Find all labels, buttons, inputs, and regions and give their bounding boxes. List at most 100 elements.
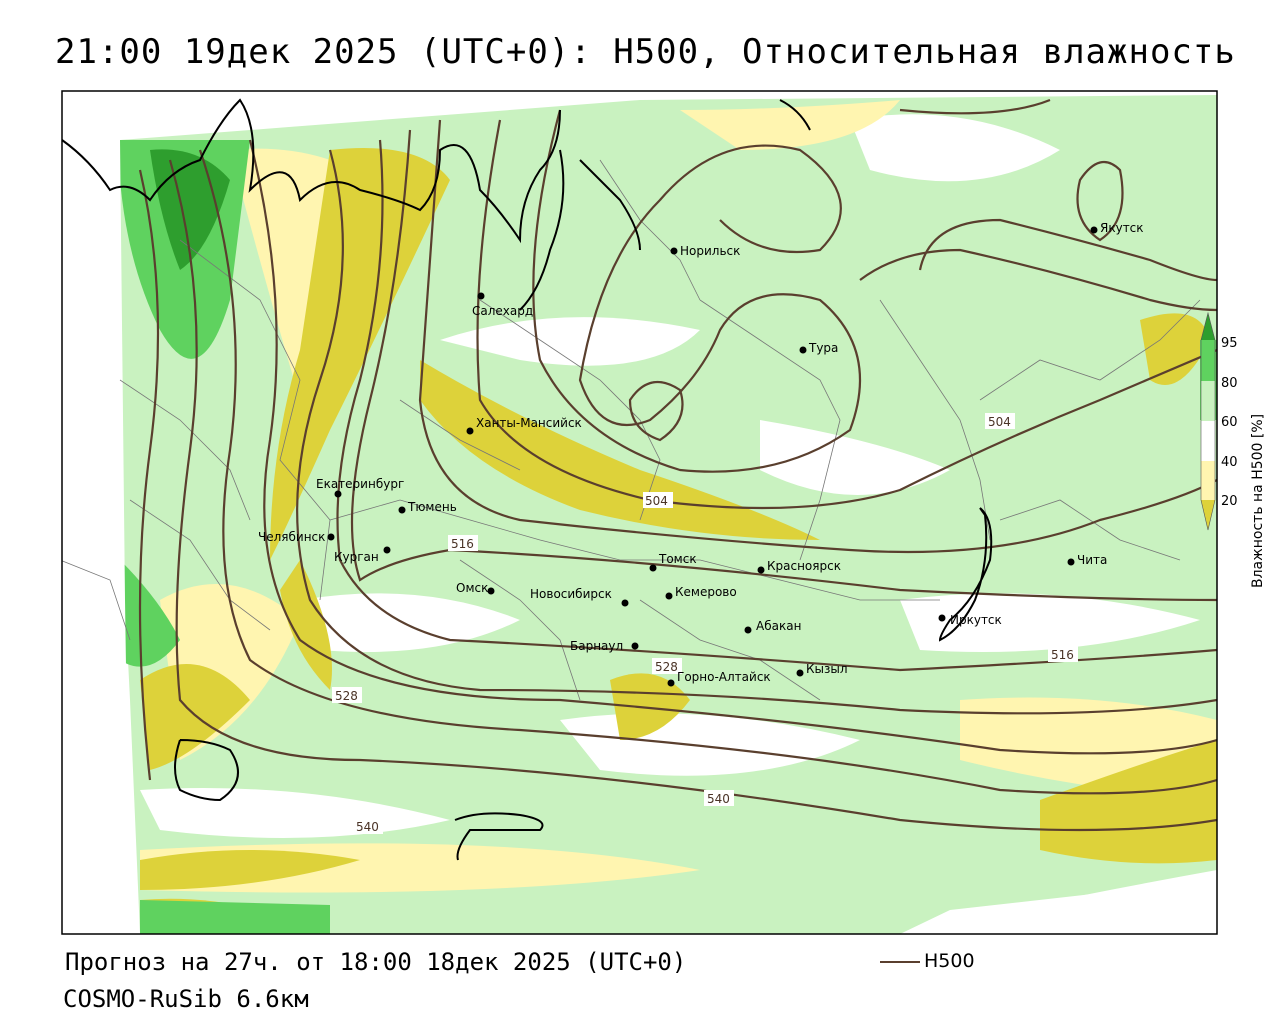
city-label-tura: Тура: [808, 341, 838, 355]
city-dot: [334, 490, 342, 498]
colorbar-tick: 40: [1221, 455, 1238, 470]
city-label-barnaul: Барнаул: [570, 639, 623, 653]
humidity-zone-40-60: [850, 114, 1060, 182]
city-dot: [670, 247, 678, 255]
humidity-zone-lt20: [140, 664, 250, 770]
city-dot: [938, 614, 946, 622]
humidity-field: [62, 91, 1217, 934]
humidity-zone-lt20: [1140, 313, 1210, 385]
colorbar-tick: 20: [1221, 494, 1238, 509]
h500-contour: [138, 169, 160, 781]
h500-legend: H500: [880, 950, 975, 972]
city-dot: [665, 592, 673, 600]
map-title: 21:00 19дек 2025 (UTC+0): H500, Относите…: [55, 32, 1236, 72]
humidity-zone-20-40: [680, 100, 900, 150]
city-label-omsk: Омск: [456, 581, 488, 595]
colorbar-segment: [1201, 421, 1215, 461]
humidity-zone-lt20: [140, 850, 360, 890]
humidity-zone-80-95: [120, 560, 180, 667]
city-dot: [631, 642, 639, 650]
city-label-irkutsk: Иркутск: [950, 613, 1002, 627]
caspian-coast: [174, 739, 239, 802]
h500-contour: [168, 159, 1217, 832]
humidity-zone-lt20: [420, 360, 820, 540]
contour-labels: 504 504 516 516 528 528 540 540: [332, 413, 1078, 834]
humidity-zone-40-60: [900, 593, 1200, 652]
city-dot: [327, 533, 335, 541]
h500-contour: [248, 139, 1217, 755]
forecast-info: Прогноз на 27ч. от 18:00 18дек 2025 (UTC…: [65, 948, 687, 976]
city-dot: [757, 566, 765, 574]
city-dot: [796, 669, 804, 677]
city-dot: [621, 599, 629, 607]
h500-contour: [198, 149, 1217, 795]
colorbar: [1200, 311, 1216, 531]
coastline: [61, 98, 561, 244]
humidity-zone-40-60: [300, 593, 520, 652]
h500-contour: [336, 139, 1217, 672]
h500-legend-label: H500: [924, 950, 975, 972]
city-dot: [398, 506, 406, 514]
city-label-norilsk: Норильск: [680, 244, 740, 258]
city-dot: [466, 427, 474, 435]
colorbar-segment: [1201, 381, 1215, 421]
aral-coast: [454, 812, 544, 861]
coastline: [579, 159, 641, 251]
colorbar-segment: [1201, 340, 1215, 381]
h500-contour: [476, 119, 1217, 510]
map-border: [61, 90, 1218, 935]
contour-label: 504: [645, 494, 668, 508]
contour-label: 504: [988, 415, 1011, 429]
h500-contour: [296, 149, 1217, 715]
contour-label: 540: [707, 792, 730, 806]
h500-contour: [899, 98, 1051, 115]
h500-contour: [628, 380, 684, 442]
city-dot: [1090, 226, 1098, 234]
city-dot: [667, 679, 675, 687]
city-label-kemerovo: Кемерово: [675, 585, 737, 599]
contour-label: 516: [451, 537, 474, 551]
city-label-khanty-mansiysk: Ханты-Мансийск: [476, 416, 582, 430]
city-label-chita: Чита: [1077, 553, 1107, 567]
contour-label: 516: [1051, 648, 1074, 662]
city-label-salekhard: Салехард: [472, 304, 533, 318]
humidity-zone-40-60: [440, 317, 700, 366]
h500-contour: [918, 218, 1217, 282]
colorbar-segment: [1201, 461, 1215, 500]
city-dot: [649, 564, 657, 572]
city-label-yakutsk: Якутск: [1100, 221, 1144, 235]
city-dot: [477, 292, 485, 300]
city-label-abakan: Абакан: [756, 619, 801, 633]
coastlines: [61, 98, 993, 861]
h500-contour: [418, 119, 1217, 554]
lake-baikal: [938, 507, 993, 642]
humidity-zone-lt20: [270, 148, 450, 560]
h500-contours: [138, 98, 1217, 832]
admin-borders: [62, 159, 1201, 701]
coastline: [519, 149, 565, 311]
city-markers: Салехард Норильск Якутск Тура Ханты-Манс…: [258, 221, 1144, 687]
contour-label: 540: [356, 820, 379, 834]
domain-outside: [900, 870, 1217, 934]
city-dot: [487, 587, 495, 595]
domain-outside: [62, 91, 130, 934]
city-dot: [744, 626, 752, 634]
city-label-tyumen: Тюмень: [407, 500, 457, 514]
h500-contour: [1076, 160, 1124, 242]
contour-label: 528: [655, 660, 678, 674]
city-label-kurgan: Курган: [334, 550, 379, 564]
humidity-zone-lt20: [610, 673, 690, 740]
city-dot: [799, 346, 807, 354]
humidity-zone-lt20: [1040, 740, 1217, 864]
colorbar-title: Влажность на H500 [%]: [1250, 413, 1266, 588]
coastline: [779, 99, 811, 131]
colorbar-arrow-top: [1201, 313, 1215, 340]
contour-label: 528: [335, 689, 358, 703]
model-name: COSMO-RuSib 6.6км: [63, 985, 309, 1013]
h500-contour: [350, 129, 1217, 602]
humidity-zone-lt20: [280, 560, 332, 690]
city-label-kyzyl: Кызыл: [806, 662, 848, 676]
city-label-gorno-altaysk: Горно-Алтайск: [677, 670, 771, 684]
h500-contour: [532, 109, 862, 473]
